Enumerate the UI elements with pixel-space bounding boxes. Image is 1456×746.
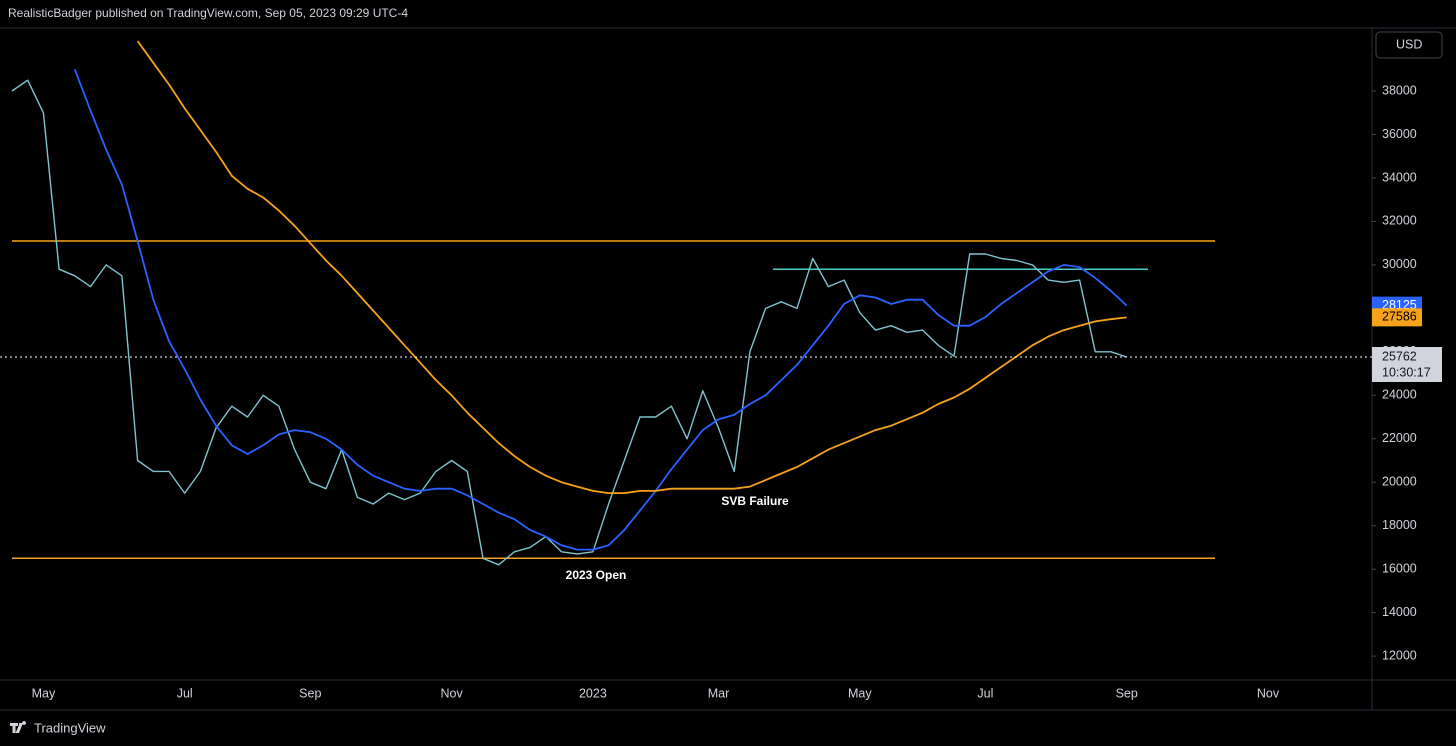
x-tick-label: Mar bbox=[708, 686, 730, 700]
series-line bbox=[136, 40, 1127, 494]
y-tick-label: 22000 bbox=[1382, 431, 1417, 445]
y-tick-label: 18000 bbox=[1382, 518, 1417, 532]
last-price-label: 25762 bbox=[1382, 349, 1417, 363]
currency-button[interactable] bbox=[1375, 31, 1443, 59]
x-tick-label: Jul bbox=[977, 686, 993, 700]
y-tick-label: 24000 bbox=[1382, 388, 1417, 402]
x-tick-label: 2023 bbox=[579, 686, 607, 700]
series-line bbox=[11, 79, 1127, 566]
x-tick-label: Jul bbox=[177, 686, 193, 700]
footer-brand: TradingView bbox=[34, 720, 106, 735]
x-tick-label: Sep bbox=[1116, 686, 1138, 700]
y-tick-label: 34000 bbox=[1382, 170, 1417, 184]
y-tick-label: 38000 bbox=[1382, 83, 1417, 97]
y-tick-label: 16000 bbox=[1382, 561, 1417, 575]
header-text: RealisticBadger published on TradingView… bbox=[8, 6, 408, 20]
y-tick-label: 30000 bbox=[1382, 257, 1417, 271]
footer-logo bbox=[10, 721, 27, 733]
annotation: 2023 Open bbox=[566, 568, 627, 582]
series-line bbox=[73, 68, 1128, 551]
x-tick-label: Sep bbox=[299, 686, 321, 700]
last-price-box bbox=[1372, 346, 1442, 382]
x-tick-label: Nov bbox=[1257, 686, 1280, 700]
countdown-label: 10:30:17 bbox=[1382, 365, 1431, 379]
series-price-label: 27586 bbox=[1382, 310, 1417, 324]
y-tick-label: 20000 bbox=[1382, 475, 1417, 489]
currency-label: USD bbox=[1396, 37, 1422, 51]
y-tick-label: 32000 bbox=[1382, 214, 1417, 228]
series-price-box bbox=[1372, 308, 1422, 327]
x-tick-label: May bbox=[848, 686, 872, 700]
y-tick-label: 36000 bbox=[1382, 127, 1417, 141]
x-tick-label: May bbox=[32, 686, 56, 700]
annotation: SVB Failure bbox=[721, 494, 789, 508]
y-tick-label: 12000 bbox=[1382, 648, 1417, 662]
y-tick-label: 14000 bbox=[1382, 605, 1417, 619]
x-tick-label: Nov bbox=[440, 686, 463, 700]
